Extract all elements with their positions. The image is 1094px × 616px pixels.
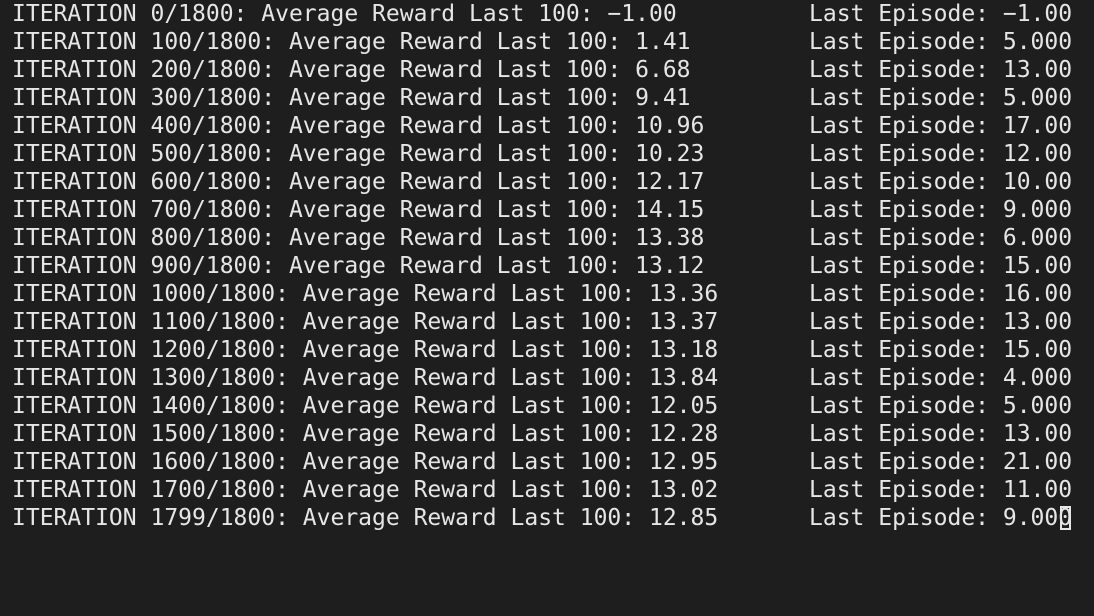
last-episode: Last Episode: 13.00 bbox=[809, 309, 1073, 335]
log-line: ITERATION 1100/1800: Average Reward Last… bbox=[12, 308, 1094, 336]
iteration-summary: ITERATION 400/1800: Average Reward Last … bbox=[12, 113, 705, 139]
last-episode: Last Episode: 11.00 bbox=[809, 477, 1073, 503]
iteration-summary: ITERATION 0/1800: Average Reward Last 10… bbox=[12, 1, 677, 27]
log-line: ITERATION 1600/1800: Average Reward Last… bbox=[12, 448, 1094, 476]
last-episode: Last Episode: 17.00 bbox=[809, 113, 1073, 139]
iteration-summary: ITERATION 300/1800: Average Reward Last … bbox=[12, 85, 691, 111]
iteration-summary: ITERATION 1200/1800: Average Reward Last… bbox=[12, 337, 719, 363]
iteration-summary: ITERATION 1799/1800: Average Reward Last… bbox=[12, 505, 719, 531]
log-line: ITERATION 1000/1800: Average Reward Last… bbox=[12, 280, 1094, 308]
log-line: ITERATION 200/1800: Average Reward Last … bbox=[12, 56, 1094, 84]
iteration-summary: ITERATION 100/1800: Average Reward Last … bbox=[12, 29, 691, 55]
block-cursor-icon bbox=[1060, 506, 1072, 530]
iteration-summary: ITERATION 900/1800: Average Reward Last … bbox=[12, 253, 705, 279]
last-episode: Last Episode: 9.000 bbox=[809, 505, 1073, 531]
iteration-summary: ITERATION 500/1800: Average Reward Last … bbox=[12, 141, 705, 167]
log-line: ITERATION 400/1800: Average Reward Last … bbox=[12, 112, 1094, 140]
iteration-summary: ITERATION 1500/1800: Average Reward Last… bbox=[12, 421, 719, 447]
log-line: ITERATION 1799/1800: Average Reward Last… bbox=[12, 504, 1094, 532]
log-line: ITERATION 0/1800: Average Reward Last 10… bbox=[12, 0, 1094, 28]
iteration-summary: ITERATION 1300/1800: Average Reward Last… bbox=[12, 365, 719, 391]
iteration-summary: ITERATION 700/1800: Average Reward Last … bbox=[12, 197, 705, 223]
last-episode: Last Episode: 13.00 bbox=[809, 421, 1073, 447]
iteration-summary: ITERATION 200/1800: Average Reward Last … bbox=[12, 57, 691, 83]
last-episode: Last Episode: 9.000 bbox=[809, 197, 1073, 223]
log-line: ITERATION 900/1800: Average Reward Last … bbox=[12, 252, 1094, 280]
last-episode: Last Episode: 5.000 bbox=[809, 29, 1073, 55]
last-episode: Last Episode: 10.00 bbox=[809, 169, 1073, 195]
log-line: ITERATION 1400/1800: Average Reward Last… bbox=[12, 392, 1094, 420]
last-episode: Last Episode: 21.00 bbox=[809, 449, 1073, 475]
log-line: ITERATION 500/1800: Average Reward Last … bbox=[12, 140, 1094, 168]
last-episode: Last Episode: 12.00 bbox=[809, 141, 1073, 167]
iteration-summary: ITERATION 600/1800: Average Reward Last … bbox=[12, 169, 705, 195]
terminal-output[interactable]: ITERATION 0/1800: Average Reward Last 10… bbox=[0, 0, 1094, 532]
log-line: ITERATION 100/1800: Average Reward Last … bbox=[12, 28, 1094, 56]
log-line: ITERATION 1500/1800: Average Reward Last… bbox=[12, 420, 1094, 448]
last-episode: Last Episode: −1.00 bbox=[809, 1, 1073, 27]
iteration-summary: ITERATION 1100/1800: Average Reward Last… bbox=[12, 309, 719, 335]
last-episode: Last Episode: 15.00 bbox=[809, 337, 1073, 363]
iteration-summary: ITERATION 800/1800: Average Reward Last … bbox=[12, 225, 705, 251]
iteration-summary: ITERATION 1000/1800: Average Reward Last… bbox=[12, 281, 719, 307]
log-line: ITERATION 1700/1800: Average Reward Last… bbox=[12, 476, 1094, 504]
last-episode: Last Episode: 16.00 bbox=[809, 281, 1073, 307]
log-line: ITERATION 300/1800: Average Reward Last … bbox=[12, 84, 1094, 112]
last-episode: Last Episode: 15.00 bbox=[809, 253, 1073, 279]
last-episode: Last Episode: 6.000 bbox=[809, 225, 1073, 251]
log-line: ITERATION 800/1800: Average Reward Last … bbox=[12, 224, 1094, 252]
last-episode: Last Episode: 5.000 bbox=[809, 393, 1073, 419]
log-line: ITERATION 600/1800: Average Reward Last … bbox=[12, 168, 1094, 196]
last-episode-with-cursor: Last Episode: 9.000 bbox=[809, 504, 1073, 532]
iteration-summary: ITERATION 1700/1800: Average Reward Last… bbox=[12, 477, 719, 503]
log-line: ITERATION 1200/1800: Average Reward Last… bbox=[12, 336, 1094, 364]
last-episode: Last Episode: 4.000 bbox=[809, 365, 1073, 391]
log-line: ITERATION 700/1800: Average Reward Last … bbox=[12, 196, 1094, 224]
last-episode: Last Episode: 5.000 bbox=[809, 85, 1073, 111]
iteration-summary: ITERATION 1400/1800: Average Reward Last… bbox=[12, 393, 719, 419]
log-line: ITERATION 1300/1800: Average Reward Last… bbox=[12, 364, 1094, 392]
iteration-summary: ITERATION 1600/1800: Average Reward Last… bbox=[12, 449, 719, 475]
last-episode: Last Episode: 13.00 bbox=[809, 57, 1073, 83]
